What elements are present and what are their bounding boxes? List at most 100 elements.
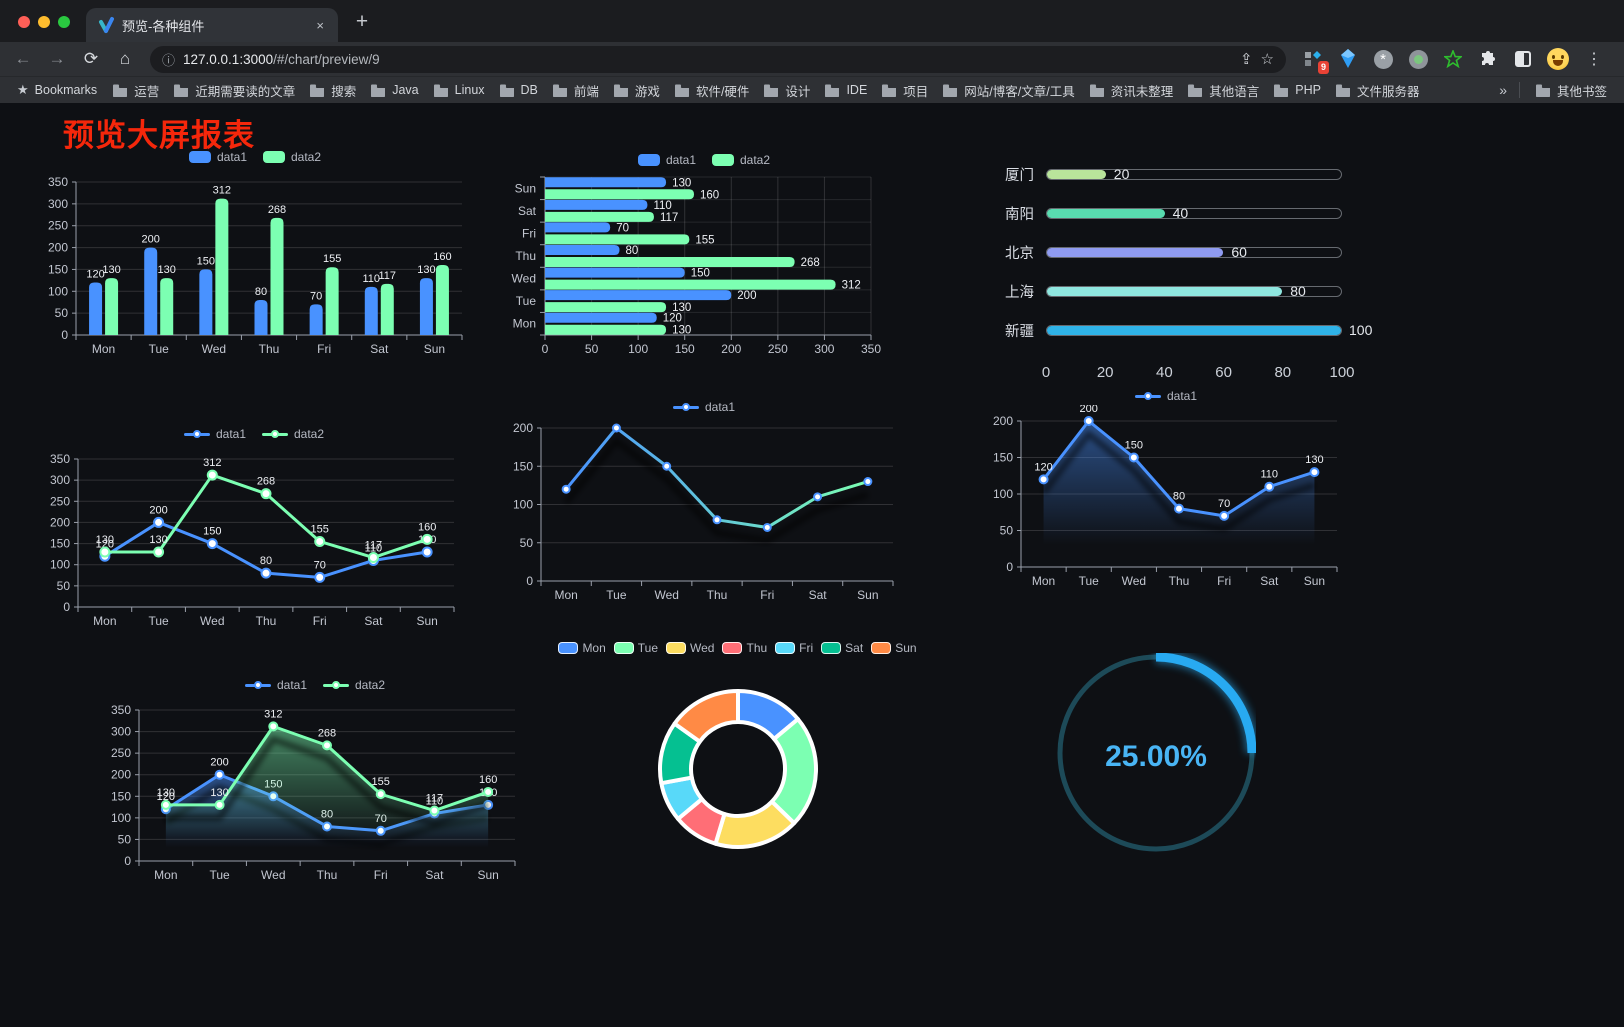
legend-item[interactable]: Mon: [558, 641, 606, 655]
progress-row-北京[interactable]: 北京 60: [998, 233, 1342, 272]
bar-data2-Tue[interactable]: [160, 278, 174, 335]
progress-row-厦门[interactable]: 厦门 20: [998, 155, 1342, 194]
gradient-line-chart[interactable]: data1 0 50 100 150 200 Mon Tue Wed Thu Fri Sat Sun: [503, 398, 905, 611]
bookmark-folder-item[interactable]: DB: [492, 80, 545, 100]
bar-data2-Wed[interactable]: [545, 279, 836, 290]
legend-item[interactable]: Fri: [775, 641, 813, 655]
progress-row-南阳[interactable]: 南阳 40: [998, 194, 1342, 233]
bookmark-folder-item[interactable]: 软件/硬件: [667, 78, 756, 103]
bar-data1-Tue[interactable]: [144, 247, 158, 335]
week-donut-chart[interactable]: Mon Tue Wed Thu Fri Sat Sun: [545, 639, 930, 989]
legend-item[interactable]: data1: [672, 400, 735, 414]
bar-data1-Sun[interactable]: [419, 278, 433, 335]
bookmark-folder-item[interactable]: 近期需要读的文章: [166, 78, 302, 103]
bookmark-folder-item[interactable]: PHP: [1266, 80, 1328, 100]
legend-item[interactable]: Tue: [613, 641, 658, 655]
bookmarks-root-item[interactable]: ★ Bookmarks: [10, 79, 104, 101]
bar-data2-Sat[interactable]: [545, 211, 654, 222]
new-tab-button[interactable]: +: [355, 10, 369, 33]
tab-close-icon[interactable]: ×: [316, 17, 324, 33]
legend-item[interactable]: Wed: [666, 641, 714, 655]
extension-snowflake-icon[interactable]: *: [1372, 48, 1394, 70]
bar-data2-Sun[interactable]: [545, 189, 695, 200]
extension-gem-icon[interactable]: [1337, 48, 1359, 70]
bar-data2-Fri[interactable]: [325, 267, 339, 335]
legend-item[interactable]: data1: [637, 153, 696, 167]
browser-menu-icon[interactable]: ⋮: [1586, 51, 1602, 68]
bar-data1-Sat[interactable]: [545, 199, 648, 210]
bar-data2-Mon[interactable]: [545, 324, 667, 335]
bar-data1-Wed[interactable]: [199, 269, 213, 335]
bar-data2-Wed[interactable]: [215, 198, 229, 335]
extension-grid-icon[interactable]: 9: [1302, 48, 1329, 74]
bookmark-folder-item[interactable]: 运营: [105, 78, 166, 103]
bookmark-folder-item[interactable]: 资讯未整理: [1082, 78, 1181, 103]
close-window-button[interactable]: [18, 16, 30, 28]
extension-dot-icon[interactable]: [1407, 48, 1429, 70]
vertical-bar-chart[interactable]: data1 data2 0 50 100 150 200 250 300 350 Mon Tue Wed…: [40, 148, 470, 365]
bookmark-folder-item[interactable]: 前端: [545, 78, 606, 103]
bookmark-folder-item[interactable]: 其他语言: [1180, 78, 1266, 103]
single-area-chart[interactable]: data1 0 50 100 150 200 Mon Tue Wed Thu Fri Sat Sun 12…: [983, 387, 1349, 597]
bar-data1-Mon[interactable]: [89, 282, 103, 335]
bar-data2-Fri[interactable]: [545, 234, 690, 245]
bar-data1-Thu[interactable]: [254, 300, 268, 335]
bar-data1-Fri[interactable]: [545, 222, 611, 233]
bar-data1-Tue[interactable]: [545, 290, 732, 301]
bar-data2-Thu[interactable]: [270, 217, 284, 335]
extension-star-icon[interactable]: [1442, 48, 1464, 70]
browser-tab[interactable]: 预览-各种组件 ×: [86, 8, 338, 42]
bookmark-folder-item[interactable]: Linux: [426, 80, 492, 100]
bar-data1-Sun[interactable]: [545, 177, 667, 188]
bar-data1-Sat[interactable]: [364, 286, 378, 335]
bar-data1-Mon[interactable]: [545, 312, 657, 323]
minimize-window-button[interactable]: [38, 16, 50, 28]
extensions-puzzle-icon[interactable]: [1477, 48, 1499, 70]
legend-item[interactable]: data1: [244, 678, 307, 692]
dual-line-chart[interactable]: data1 data2 0 50 100 150 200 250 300 350 Mon Tue Wed…: [42, 425, 466, 637]
legend-item[interactable]: data1: [183, 427, 246, 441]
other-bookmarks-item[interactable]: 其他书签: [1528, 78, 1614, 103]
share-icon[interactable]: ⇪: [1239, 51, 1253, 68]
bookmark-folder-item[interactable]: 游戏: [606, 78, 667, 103]
legend-item[interactable]: Sun: [871, 641, 917, 655]
bookmark-folder-item[interactable]: 设计: [756, 78, 817, 103]
horizontal-bar-chart[interactable]: data1 data2 0 50 100 150 200 250 300 350 Mon 120 130…: [503, 151, 905, 365]
legend-item[interactable]: data1: [1134, 389, 1197, 403]
side-panel-icon[interactable]: [1512, 48, 1534, 70]
legend-item[interactable]: data1: [188, 150, 247, 164]
bar-data2-Tue[interactable]: [545, 302, 667, 313]
legend-item[interactable]: data2: [263, 150, 321, 164]
bar-data2-Thu[interactable]: [545, 257, 795, 267]
back-icon[interactable]: ←: [14, 49, 32, 68]
bar-data2-Mon[interactable]: [105, 278, 119, 335]
bar-data1-Wed[interactable]: [545, 267, 685, 278]
progress-row-新疆[interactable]: 新疆 100: [998, 311, 1372, 350]
bookmarks-overflow-icon[interactable]: »: [1499, 82, 1507, 98]
profile-avatar[interactable]: [1547, 48, 1569, 70]
progress-row-上海[interactable]: 上海 80: [998, 272, 1342, 311]
address-bar[interactable]: ⓘ 127.0.0.1:3000/#/chart/preview/9 ⇪ ☆: [150, 45, 1286, 73]
bookmark-folder-item[interactable]: Java: [363, 80, 425, 100]
bar-data1-Thu[interactable]: [545, 245, 620, 255]
percent-gauge-chart[interactable]: 25.00%: [1056, 650, 1259, 861]
forward-icon[interactable]: →: [48, 49, 66, 68]
site-info-icon[interactable]: ⓘ: [162, 52, 176, 68]
city-progress-chart[interactable]: 厦门 20 南阳 40 北京 60 上海 80 新疆 100 0 20 40 60 80 100: [998, 155, 1372, 390]
dual-area-chart[interactable]: data1 data2 0 50 100 150 200 250 300 350 Mon Tue Wed…: [103, 676, 527, 891]
pie-slice-Sun[interactable]: [672, 689, 740, 744]
bar-data2-Sat[interactable]: [380, 283, 394, 335]
bar-data2-Sun[interactable]: [435, 265, 449, 335]
legend-item[interactable]: data2: [262, 427, 324, 441]
bookmark-folder-item[interactable]: IDE: [817, 80, 874, 100]
reload-icon[interactable]: ⟳: [83, 49, 99, 68]
bookmark-folder-item[interactable]: 网站/博客/文章/工具: [935, 78, 1081, 103]
legend-item[interactable]: Thu: [722, 641, 767, 655]
legend-item[interactable]: data2: [323, 678, 385, 692]
bookmark-folder-item[interactable]: 项目: [874, 78, 935, 103]
bookmark-folder-item[interactable]: 搜索: [302, 78, 363, 103]
maximize-window-button[interactable]: [58, 16, 70, 28]
bar-data1-Fri[interactable]: [309, 304, 323, 335]
legend-item[interactable]: Sat: [821, 641, 863, 655]
legend-item[interactable]: data2: [712, 153, 770, 167]
